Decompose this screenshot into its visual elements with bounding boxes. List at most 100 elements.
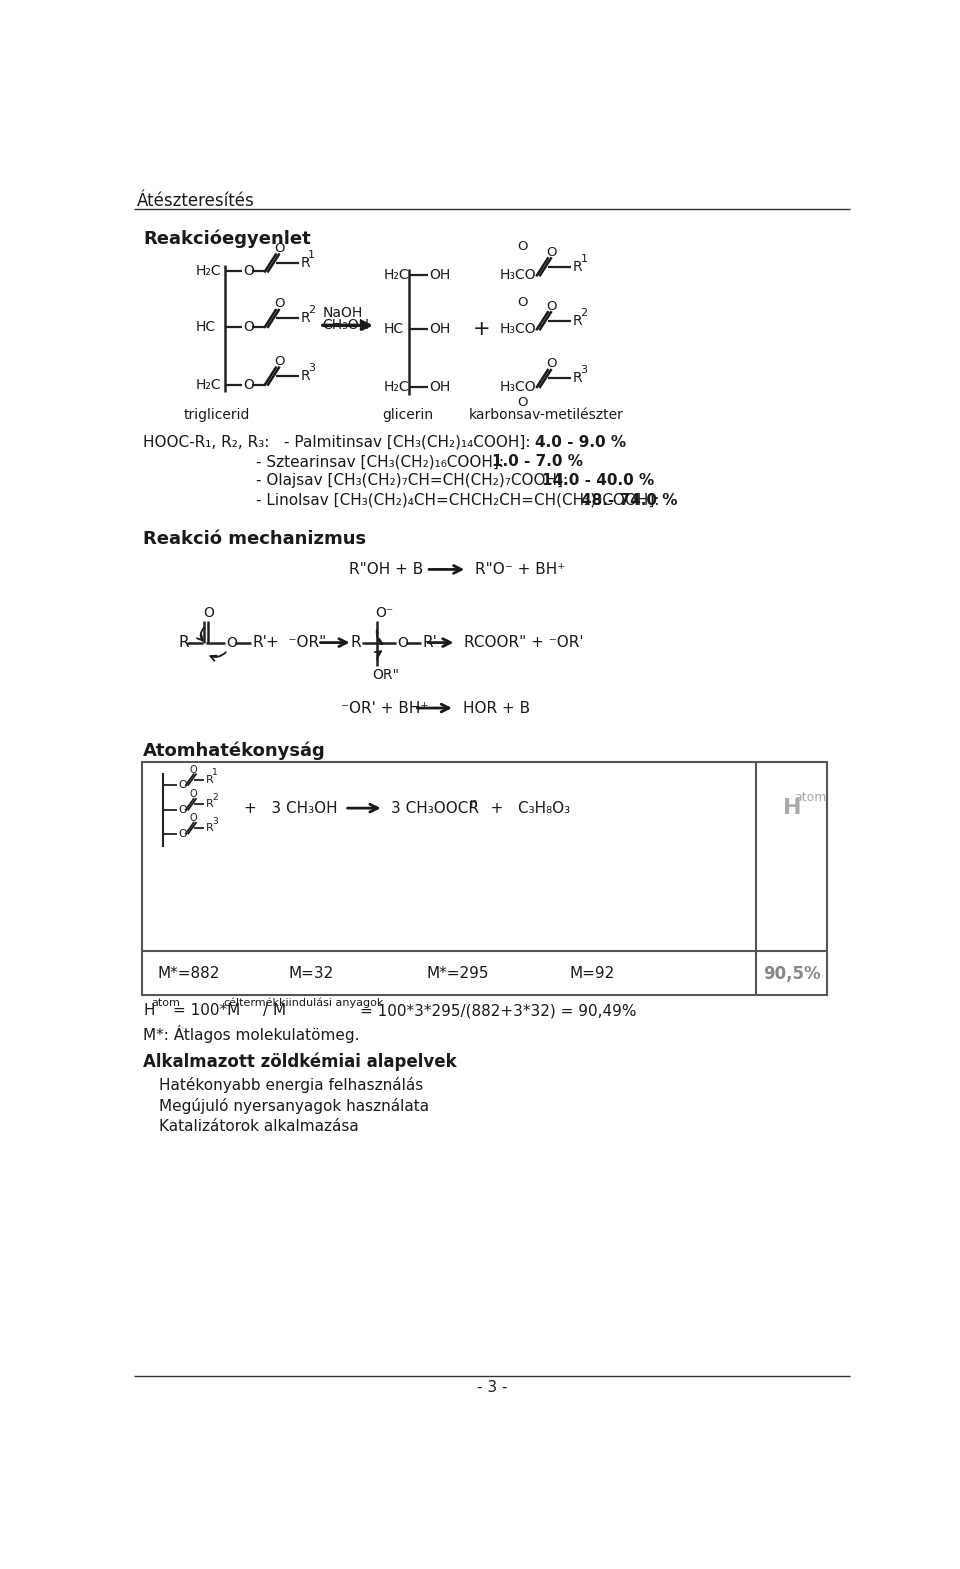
Text: 2: 2 [212, 792, 218, 802]
Text: H₂C: H₂C [195, 378, 221, 392]
Text: = 100*M: = 100*M [173, 1003, 240, 1018]
Text: O: O [546, 246, 557, 259]
Text: +  ⁻OR": + ⁻OR" [267, 635, 326, 650]
Text: glicerin: glicerin [382, 408, 433, 422]
Text: O: O [516, 295, 527, 309]
Text: +: + [473, 319, 491, 339]
Text: O: O [179, 828, 187, 838]
Text: / M: / M [263, 1003, 286, 1018]
Text: O: O [179, 780, 187, 791]
Text: R"O⁻ + BH⁺: R"O⁻ + BH⁺ [475, 562, 565, 577]
Text: R: R [206, 799, 214, 810]
Text: M=92: M=92 [569, 967, 614, 981]
Text: Reakció mechanizmus: Reakció mechanizmus [143, 530, 367, 548]
Text: O: O [275, 242, 285, 254]
Text: - Sztearinsav [CH₃(CH₂)₁₆COOH]:: - Sztearinsav [CH₃(CH₂)₁₆COOH]: [255, 453, 509, 469]
Text: O: O [546, 300, 557, 312]
Text: O: O [516, 240, 527, 253]
Text: karbonsav-metilészter: karbonsav-metilészter [468, 408, 624, 422]
Text: H: H [143, 1003, 155, 1018]
Text: Megújuló nyersanyagok használata: Megújuló nyersanyagok használata [158, 1098, 429, 1114]
Text: CH₃OH: CH₃OH [323, 319, 370, 333]
Text: HOOC-R₁, R₂, R₃:   - Palmitinsav [CH₃(CH₂)₁₄COOH]:: HOOC-R₁, R₂, R₃: - Palmitinsav [CH₃(CH₂)… [143, 435, 536, 450]
Text: kiindulási anyagok: kiindulási anyagok [278, 996, 383, 1007]
Text: n: n [470, 797, 478, 811]
Text: +   C₃H₈O₃: + C₃H₈O₃ [476, 800, 570, 816]
Text: O: O [204, 606, 215, 620]
Text: ⁻OR' + BH⁺: ⁻OR' + BH⁺ [341, 700, 428, 715]
Text: céltermék: céltermék [223, 998, 279, 1007]
Text: R: R [300, 256, 310, 270]
Text: O: O [516, 395, 527, 410]
Text: - Olajsav [CH₃(CH₂)₇CH=CH(CH₂)₇COOH]:: - Olajsav [CH₃(CH₂)₇CH=CH(CH₂)₇COOH]: [255, 474, 572, 488]
Text: 3: 3 [581, 366, 588, 375]
Text: R: R [572, 372, 582, 386]
Text: O: O [243, 320, 254, 334]
Text: O: O [190, 789, 198, 799]
Text: HOR + B: HOR + B [463, 700, 530, 715]
Text: triglicerid: triglicerid [183, 408, 250, 422]
Text: 1.0 - 7.0 %: 1.0 - 7.0 % [492, 453, 583, 469]
Text: O: O [190, 813, 198, 824]
Text: OH: OH [429, 268, 450, 282]
Text: R"OH + B: R"OH + B [348, 562, 422, 577]
Text: R: R [206, 775, 214, 784]
Text: Hatékonyabb energia felhasználás: Hatékonyabb energia felhasználás [158, 1078, 423, 1094]
Text: R: R [572, 260, 582, 275]
Text: H₂C: H₂C [195, 265, 221, 278]
Text: M*=295: M*=295 [426, 967, 489, 981]
Text: R: R [300, 311, 310, 325]
Text: atom: atom [794, 791, 827, 803]
Text: O: O [243, 265, 254, 278]
Text: Katalizátorok alkalmazása: Katalizátorok alkalmazása [158, 1119, 358, 1134]
Text: NaOH: NaOH [323, 306, 363, 320]
Text: OH: OH [429, 322, 450, 336]
Text: R': R' [422, 635, 437, 650]
Text: O: O [227, 635, 237, 650]
Text: O⁻: O⁻ [375, 606, 394, 620]
Text: H₃CO: H₃CO [500, 380, 537, 394]
Text: H₃CO: H₃CO [500, 268, 537, 282]
Text: R: R [206, 824, 214, 833]
Text: R: R [572, 314, 582, 328]
Text: Alkalmazott zöldkémiai alapelvek: Alkalmazott zöldkémiai alapelvek [143, 1053, 457, 1072]
Text: O: O [179, 805, 187, 814]
Text: M*=882: M*=882 [157, 967, 220, 981]
Text: 2: 2 [308, 306, 316, 315]
Text: R: R [179, 635, 189, 650]
Text: HC: HC [195, 320, 215, 334]
Bar [142, 763, 827, 995]
Text: H: H [782, 799, 802, 817]
Text: 90,5%: 90,5% [763, 965, 821, 982]
Text: H₃CO: H₃CO [500, 322, 537, 336]
Text: O: O [275, 355, 285, 369]
Text: atom: atom [152, 998, 180, 1007]
Text: Átészteresítés: Átészteresítés [137, 193, 254, 210]
Text: 2: 2 [581, 308, 588, 317]
Text: H₂C: H₂C [383, 268, 409, 282]
Text: 3: 3 [212, 817, 218, 825]
Text: R': R' [252, 635, 268, 650]
Text: 48.- 74.0 %: 48.- 74.0 % [581, 493, 678, 508]
Text: - Linolsav [CH₃(CH₂)₄CH=CHCH₂CH=CH(CH₂)₇COOH]:: - Linolsav [CH₃(CH₂)₄CH=CHCH₂CH=CH(CH₂)₇… [255, 493, 664, 508]
Text: 3: 3 [308, 362, 315, 373]
Text: = 100*3*295/(882+3*32) = 90,49%: = 100*3*295/(882+3*32) = 90,49% [360, 1003, 636, 1018]
Text: - 3 -: - 3 - [477, 1379, 507, 1395]
Text: OR": OR" [372, 668, 399, 683]
Text: HC: HC [383, 322, 403, 336]
Text: O: O [546, 358, 557, 370]
Text: +   3 CH₃OH: + 3 CH₃OH [244, 800, 338, 816]
Text: R: R [350, 635, 361, 650]
Text: R: R [300, 369, 310, 383]
Text: 14.0 - 40.0 %: 14.0 - 40.0 % [542, 474, 655, 488]
Text: M*: Átlagos molekulatömeg.: M*: Átlagos molekulatömeg. [143, 1025, 360, 1043]
Text: O: O [275, 297, 285, 311]
Text: H₂C: H₂C [383, 380, 409, 394]
Text: 1: 1 [308, 249, 315, 260]
Text: O: O [397, 635, 408, 650]
Text: M=32: M=32 [289, 967, 334, 981]
Text: OH: OH [429, 380, 450, 394]
Text: 1: 1 [212, 769, 218, 777]
Text: RCOOR" + ⁻OR': RCOOR" + ⁻OR' [464, 635, 584, 650]
Text: O: O [190, 764, 198, 775]
